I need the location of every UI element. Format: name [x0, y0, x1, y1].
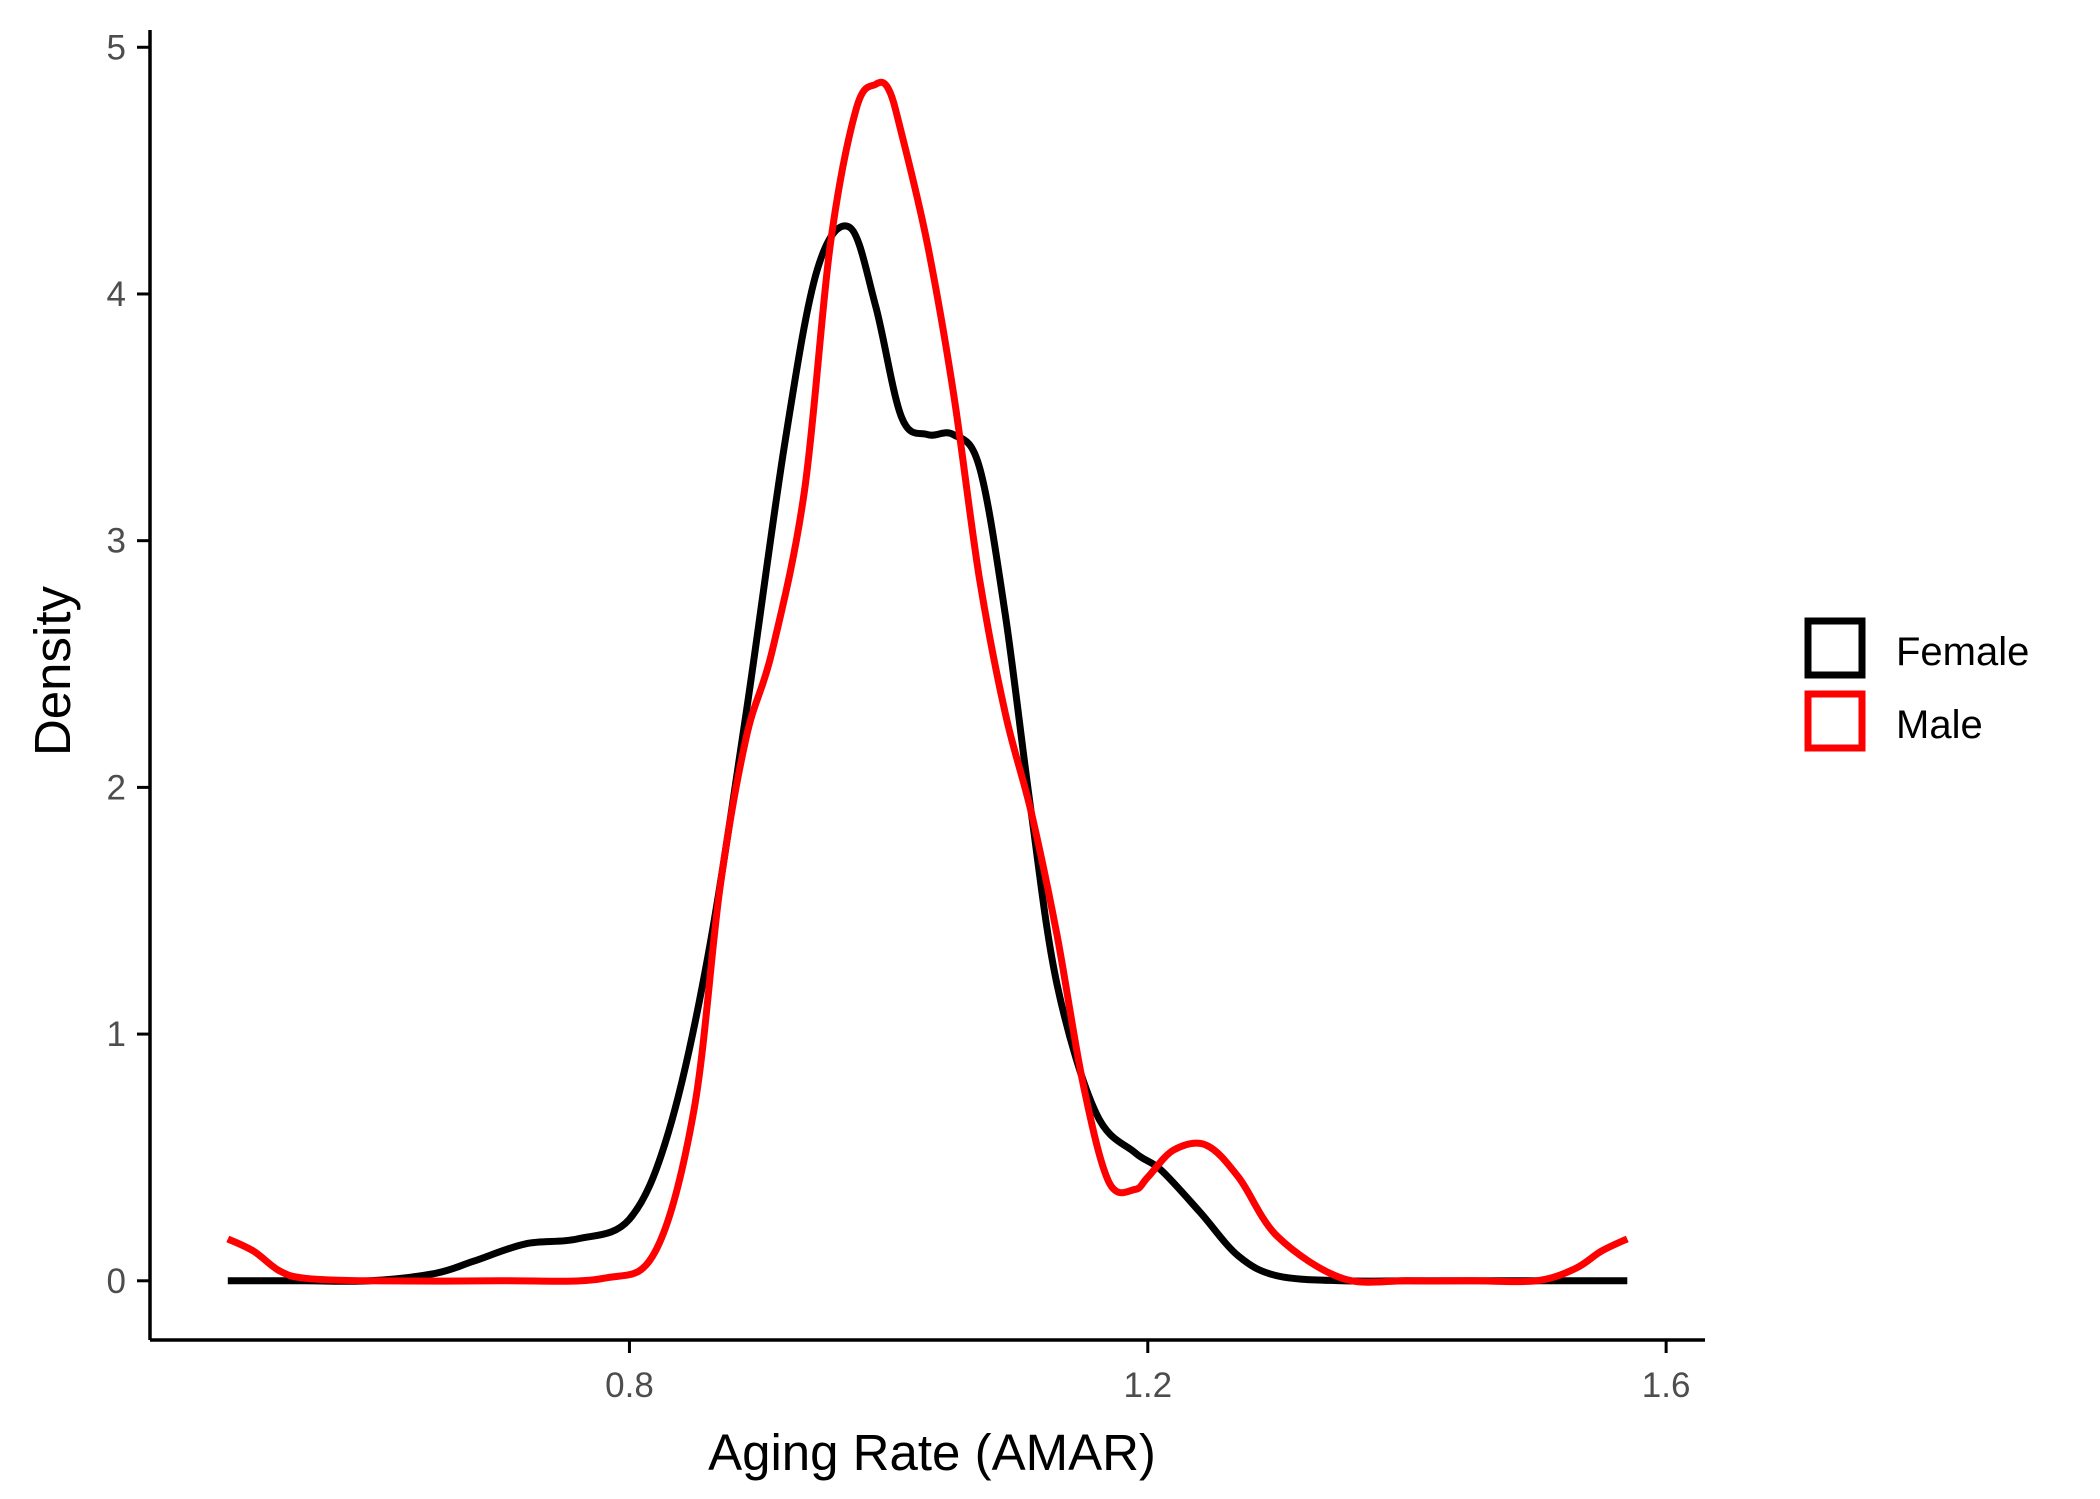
x-axis-ticks: 0.8 1.2 1.6: [605, 1340, 1690, 1405]
legend-label-female: Female: [1896, 630, 2029, 674]
y-axis-title: Density: [24, 585, 81, 756]
x-tick-label: 1.6: [1642, 1366, 1691, 1405]
y-axis-ticks: 0 1 2 3 4 5: [107, 28, 150, 1301]
plot-lines: [226, 78, 1629, 1286]
density-line-male: [226, 78, 1629, 1286]
x-tick-label: 0.8: [605, 1366, 654, 1405]
x-tick-label: 1.2: [1123, 1366, 1172, 1405]
density-line-female: [227, 222, 1628, 1285]
legend-key-male: [1804, 690, 1866, 752]
legend: Female Male: [1804, 617, 2029, 752]
y-tick-label: 4: [107, 275, 126, 314]
y-tick-label: 5: [107, 28, 126, 67]
legend-label-male: Male: [1896, 703, 1983, 747]
legend-key-female: [1804, 617, 1866, 679]
x-axis-title: Aging Rate (AMAR): [708, 1424, 1156, 1481]
y-tick-label: 0: [107, 1262, 126, 1301]
y-tick-label: 1: [107, 1015, 126, 1054]
y-tick-label: 2: [107, 768, 126, 807]
y-tick-label: 3: [107, 522, 126, 561]
